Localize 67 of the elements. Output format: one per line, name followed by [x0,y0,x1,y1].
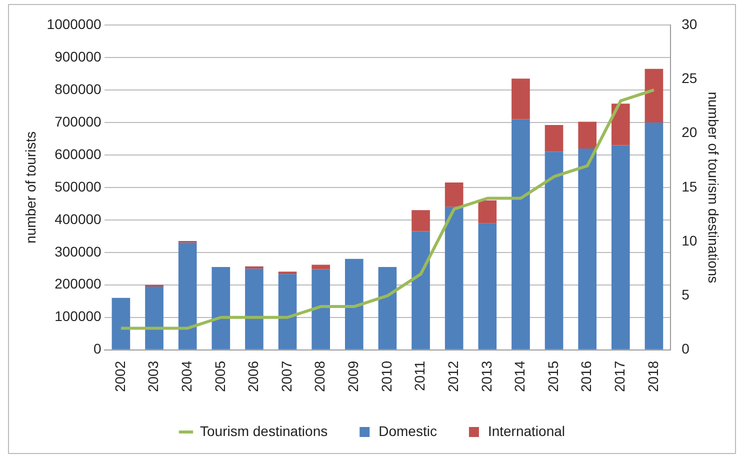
bar [644,122,664,350]
x-tick-label: 2003 [145,360,162,392]
bar [312,269,330,350]
bar [145,286,164,350]
y-tick-label: 100000 [54,308,102,324]
y2-tick-label: 5 [682,286,690,303]
y2-tick-label: 30 [682,16,698,32]
bar [644,68,664,122]
x-tick-label: 2010 [378,360,394,392]
x-tick-label: 2018 [644,360,661,392]
x-tick-label: 2007 [278,360,294,392]
x-tick-label: 2009 [345,360,362,392]
bar [378,267,397,350]
bar [212,267,230,350]
y2-axis-title: number of tourism destinations [706,92,722,284]
bar [278,274,297,350]
y-tick-label: 700000 [54,113,102,130]
bar [444,206,464,350]
bar [611,104,630,146]
bar [512,119,530,350]
bar [245,268,264,350]
x-tick-label: 2011 [412,360,428,391]
y2-tick-label: 20 [682,124,698,140]
y-tick-label: 400000 [54,210,102,227]
y-tick-label: 200000 [54,276,102,292]
x-tick-label: 2016 [578,360,594,392]
legend-label: International [488,422,566,439]
x-tick-label: 2017 [612,360,628,392]
x-tick-label: 2008 [312,360,328,392]
y-tick-label: 0 [94,340,102,357]
x-tick-label: 2014 [512,360,528,392]
bar [544,152,564,350]
y-tick-label: 500000 [54,178,102,194]
y2-tick-label: 25 [682,70,698,86]
bar [478,223,497,350]
x-tick-label: 2012 [444,360,461,392]
bar [578,148,597,350]
bar [412,210,430,232]
y2-tick-label: 0 [682,340,690,357]
bar [611,145,630,350]
legend-label: Tourism destinations [200,422,328,439]
y-tick-label: 900000 [54,48,102,64]
y2-tick-label: 10 [682,232,698,248]
x-tick-label: 2006 [245,360,262,392]
x-tick-label: 2013 [478,360,494,392]
bar [512,78,530,120]
x-tick-label: 2004 [178,360,194,392]
y-tick-label: 1000000 [46,16,102,32]
x-tick-label: 2002 [112,360,128,392]
y-axis-title: number of tourists [22,131,38,244]
legend-label: Domestic [378,422,437,439]
bar [178,242,197,350]
bar [412,231,430,350]
bar [444,182,464,207]
x-tick-label: 2015 [544,360,561,392]
x-tick-label: 2005 [212,360,228,392]
bar [578,122,597,148]
bar [478,200,497,224]
y-tick-label: 800000 [54,80,102,97]
bar [344,258,364,350]
y2-tick-label: 15 [682,178,698,194]
bar [278,272,297,274]
y-tick-label: 600000 [54,146,102,162]
bar [112,298,130,350]
bar [312,264,330,270]
y-tick-label: 300000 [54,243,102,260]
bar [544,125,564,152]
